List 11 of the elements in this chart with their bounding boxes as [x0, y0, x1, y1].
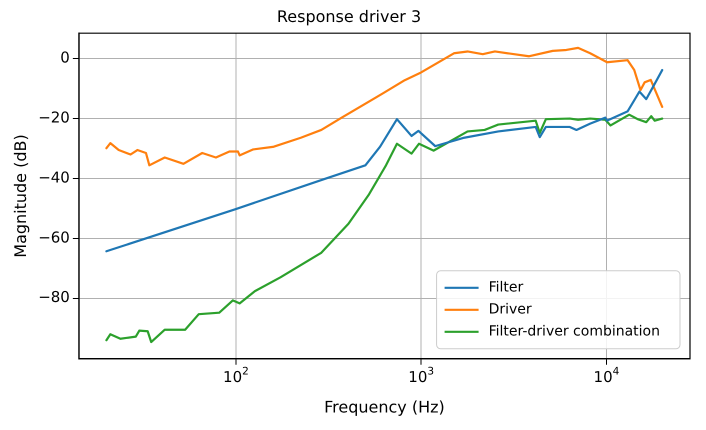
legend-label: Filter-driver combination — [488, 323, 660, 340]
chart-title: Response driver 3 — [276, 6, 422, 26]
y-tick-label: −60 — [38, 228, 70, 246]
y-tick-label: −40 — [38, 168, 70, 186]
y-tick-label: −80 — [38, 288, 70, 306]
y-tick-label: −20 — [38, 108, 70, 126]
x-axis-title: Frequency (Hz) — [324, 398, 445, 417]
y-tick-label: 0 — [60, 48, 70, 67]
y-axis-title: Magnitude (dB) — [10, 134, 30, 258]
legend-label: Driver — [488, 301, 532, 318]
legend-label: Filter — [488, 279, 524, 296]
